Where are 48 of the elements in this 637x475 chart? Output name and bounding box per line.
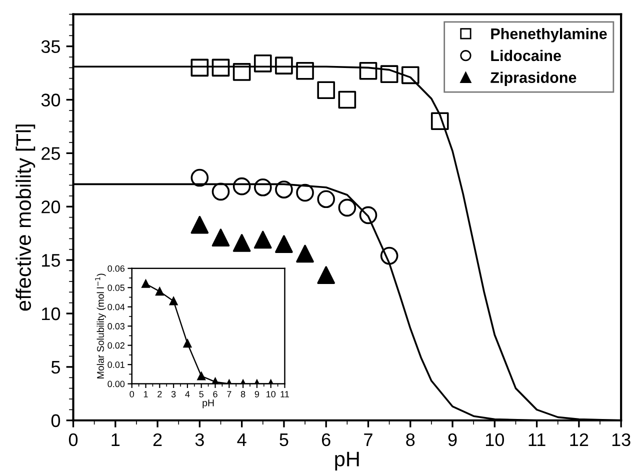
x-tick-label: 10: [486, 433, 504, 446]
legend-label: Ziprasidone: [490, 72, 576, 86]
x-tick-label: 9: [448, 433, 457, 446]
x-tick-label: 3: [171, 390, 176, 398]
x-tick-label: 7: [364, 434, 372, 446]
y-tick-label: 25: [42, 147, 60, 160]
x-axis-title: pH: [335, 452, 359, 471]
x-tick-label: 6: [213, 390, 218, 398]
y-tick-label: 0.03: [108, 323, 125, 330]
y-tick-label: 20: [42, 200, 60, 214]
x-tick-label: 4: [237, 434, 246, 446]
y-tick-label: 15: [42, 254, 60, 267]
y-axis-title: effective mobility [Tl]: [16, 124, 36, 311]
x-tick-label: 8: [240, 390, 246, 398]
x-tick-label: 13: [612, 433, 630, 446]
y-tick-label: 30: [41, 94, 60, 106]
y-tick-label: 0.06: [108, 265, 125, 272]
y-tick-label: 0.00: [108, 380, 125, 388]
x-tick-label: 6: [322, 433, 330, 446]
legend-label: Phenethylamine: [491, 28, 607, 42]
y-tick-label: 0.04: [108, 304, 125, 310]
y-tick-label: 5: [51, 361, 60, 374]
x-tick-label: 11: [528, 434, 546, 446]
x-tick-label: 5: [199, 391, 204, 398]
x-tick-label: 3: [195, 433, 204, 446]
x-tick-label: 0: [130, 390, 134, 398]
x-tick-label: 4: [185, 391, 190, 398]
x-tick-label: 2: [153, 433, 162, 446]
legend-label: Lidocaine: [491, 50, 561, 62]
x-tick-label: 7: [227, 391, 232, 398]
x-axis-title: pH: [202, 400, 214, 408]
x-tick-label: 10: [266, 390, 276, 398]
y-tick-label: 35: [41, 40, 60, 54]
y-tick-label: 10: [42, 307, 60, 320]
x-tick-label: 12: [570, 433, 588, 446]
x-tick-label: 5: [280, 434, 288, 446]
x-tick-label: 9: [254, 390, 260, 398]
y-tick-label: 0.05: [108, 284, 125, 291]
x-tick-label: 8: [406, 433, 415, 446]
x-tick-label: 2: [158, 390, 162, 398]
x-tick-label: 0: [68, 433, 78, 446]
y-axis-title: Molar Solubility (mol l$^{−1}$): [95, 274, 106, 378]
x-tick-label: 1: [144, 391, 148, 398]
y-tick-label: 0: [51, 414, 60, 428]
x-tick-label: 1: [112, 434, 120, 446]
x-tick-label: 11: [280, 391, 289, 398]
y-tick-label: 0.01: [108, 362, 124, 368]
y-tick-label: 0.02: [108, 342, 124, 349]
